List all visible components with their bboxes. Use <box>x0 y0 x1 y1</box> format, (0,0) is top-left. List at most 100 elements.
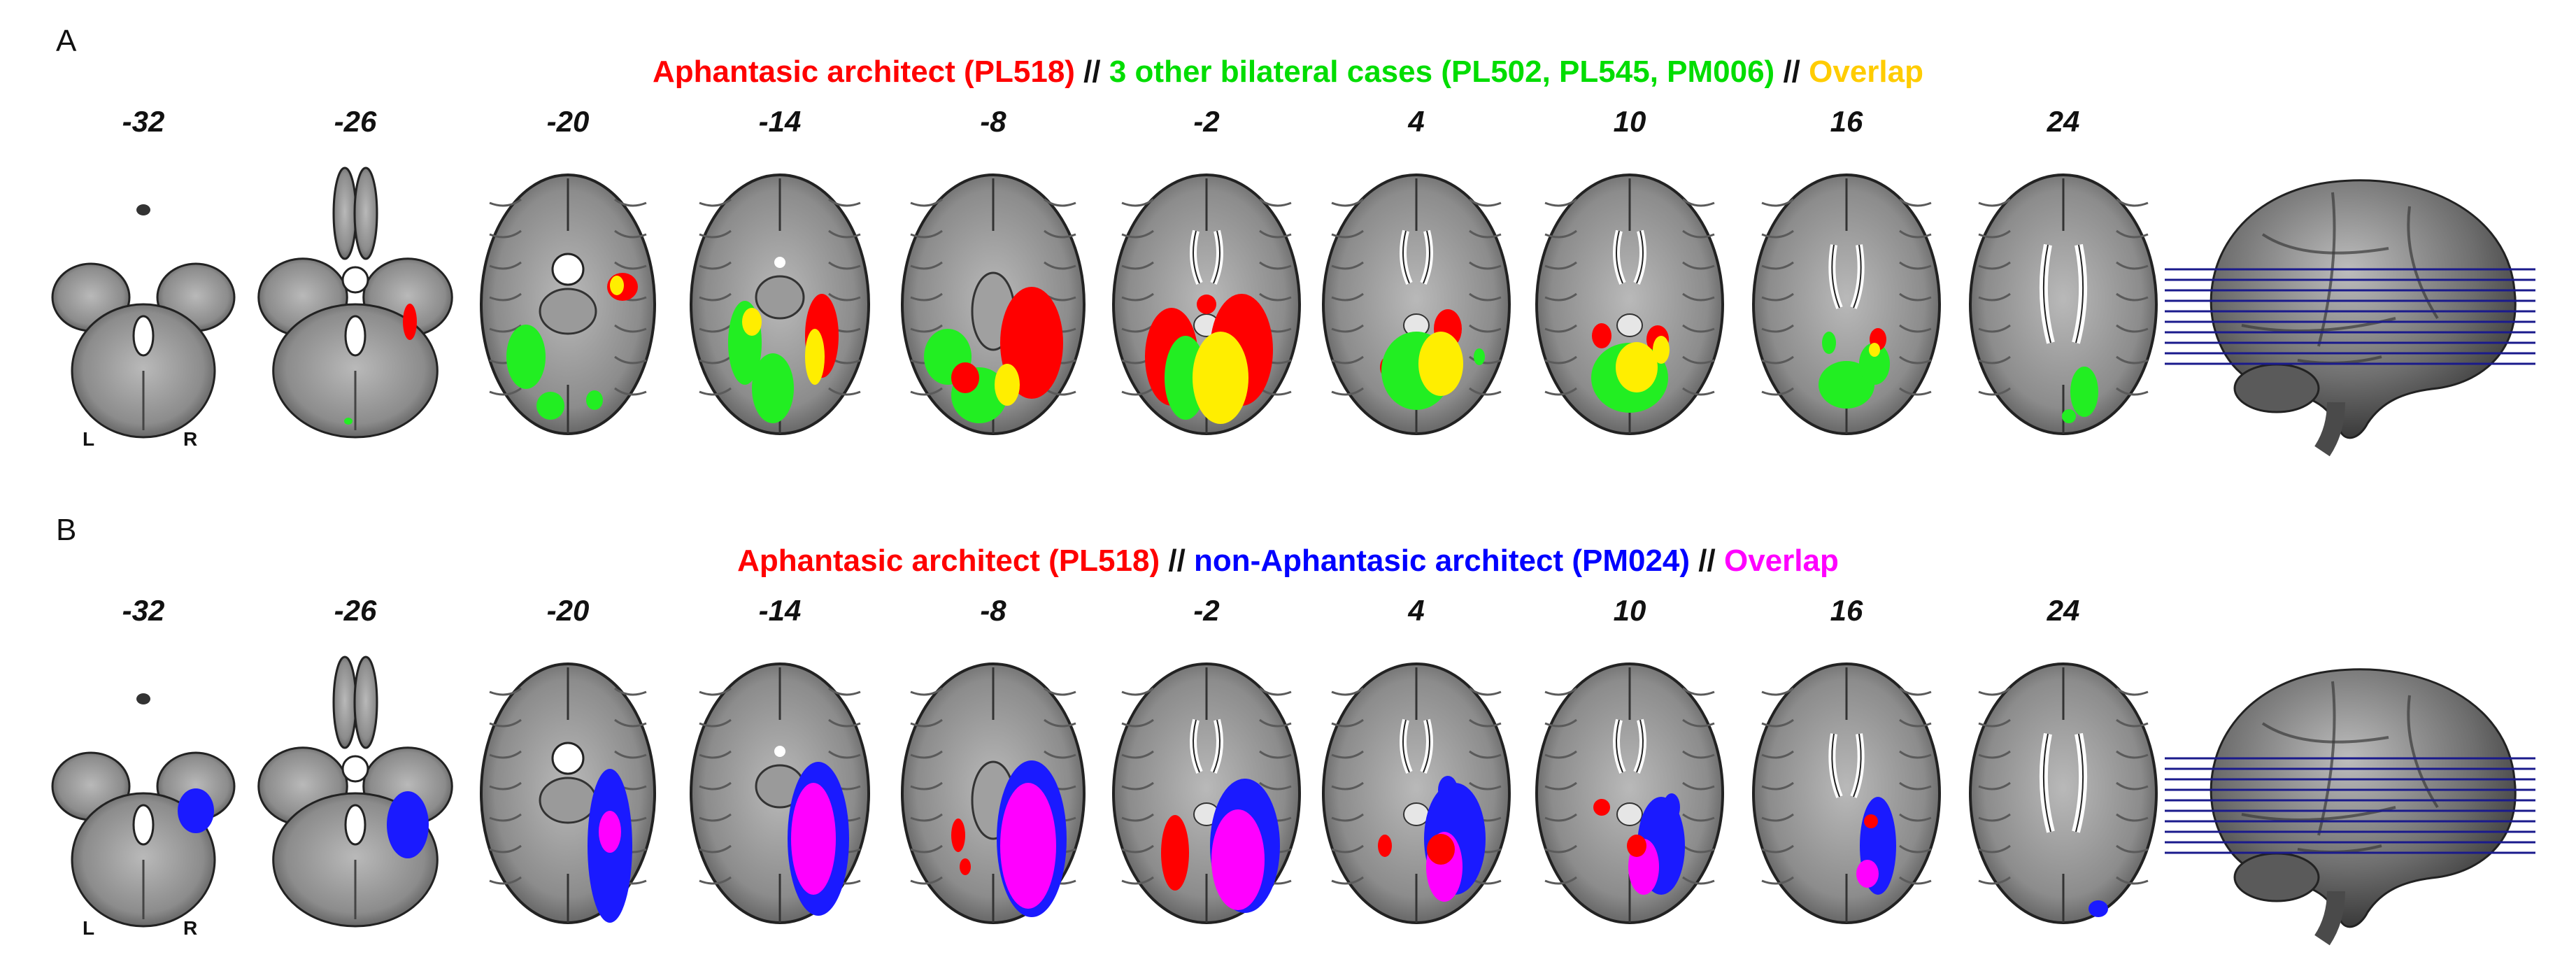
brain-tissue <box>51 693 236 928</box>
brain-tissue <box>1535 662 1724 924</box>
slice-coordinate: -20 <box>546 594 590 627</box>
axial-slice-8 <box>1752 173 1941 435</box>
axial-slice-9 <box>1969 662 2158 924</box>
slice-coordinate: 24 <box>2047 594 2080 627</box>
lesion-overlap <box>995 364 1020 406</box>
lesion-other <box>536 392 564 420</box>
brain-tissue <box>1535 173 1724 435</box>
lesion-overlap <box>805 329 825 385</box>
slice-coordinates: -32 -26 -20 -14 -8 -2 4 10 16 24 <box>0 594 2576 636</box>
lesion-case <box>403 304 417 340</box>
slice-coordinate: -26 <box>334 105 377 138</box>
lesion-other <box>752 353 794 423</box>
lesion-other <box>387 791 429 858</box>
slice-coordinate: -14 <box>758 594 802 627</box>
axial-slice-1 <box>257 166 453 439</box>
lesion-case <box>951 362 979 393</box>
axial-slice-6 <box>1322 662 1511 924</box>
lesion-overlap <box>742 308 762 336</box>
axial-slice-row <box>0 636 2576 958</box>
lesion-other <box>2088 900 2108 917</box>
slice-coordinate: -26 <box>334 594 377 627</box>
brain-tissue <box>257 166 453 439</box>
brain-3d-svg <box>2165 179 2535 457</box>
slice-coordinate: 24 <box>2047 105 2080 138</box>
axial-slice-3 <box>690 662 870 924</box>
axial-slice-4 <box>901 173 1086 435</box>
panel-title: Aphantasic architect (PL518) // 3 other … <box>0 55 2576 90</box>
slice-coordinate: 10 <box>1613 105 1646 138</box>
right-label: R <box>183 428 198 450</box>
axial-slice-6 <box>1322 173 1511 435</box>
left-label: L <box>83 917 95 939</box>
slice-coordinate: -32 <box>122 105 165 138</box>
lesion-other <box>1819 361 1874 409</box>
lesion-overlap <box>1869 343 1880 357</box>
axial-slice-8 <box>1752 662 1941 924</box>
lesion-other <box>1822 332 1836 354</box>
panel-title: Aphantasic architect (PL518) // non-Apha… <box>0 544 2576 579</box>
lesion-case <box>1864 814 1878 828</box>
lesion-other <box>1859 343 1890 385</box>
slice-coordinate: -2 <box>1193 594 1220 627</box>
axial-slice-0 <box>51 204 236 439</box>
lesion-other <box>178 788 214 833</box>
slice-coordinate: 10 <box>1613 594 1646 627</box>
slice-coordinate: 4 <box>1408 594 1425 627</box>
lesion-case <box>1197 295 1216 314</box>
lesion-other <box>1438 776 1458 804</box>
lesion-case <box>951 818 965 852</box>
axial-slice-9 <box>1969 173 2158 435</box>
brain-tissue <box>1752 662 1941 924</box>
axial-slice-row <box>0 147 2576 469</box>
slice-coordinate: -8 <box>980 105 1006 138</box>
slice-coordinate: 4 <box>1408 105 1425 138</box>
title-comparison-label: 3 other bilateral cases (PL502, PL545, P… <box>1109 55 1775 89</box>
brain-tissue <box>257 655 453 928</box>
brain-3d-svg <box>2165 668 2535 946</box>
brain-tissue <box>1752 173 1941 435</box>
title-overlap-label: Overlap <box>1809 55 1923 89</box>
slice-coordinate: -14 <box>758 105 802 138</box>
axial-slice-3 <box>690 173 870 435</box>
slice-coordinates: -32 -26 -20 -14 -8 -2 4 10 16 24 <box>0 105 2576 147</box>
axial-slice-5 <box>1112 173 1301 435</box>
slice-coordinate: 16 <box>1830 105 1863 138</box>
title-comparison-label: non-Aphantasic architect (PM024) <box>1194 544 1691 578</box>
axial-slice-7 <box>1535 173 1724 435</box>
lesion-other <box>506 325 546 389</box>
brain-3d-render <box>2158 150 2549 458</box>
lesion-case <box>1378 835 1392 857</box>
brain-tissue <box>1969 662 2158 924</box>
lesion-overlap <box>791 783 836 895</box>
lesion-other <box>2062 409 2076 423</box>
lesion-case <box>1592 323 1611 348</box>
panel-letter: B <box>56 513 77 547</box>
lesion-overlap <box>1418 332 1463 396</box>
slice-coordinate: -32 <box>122 594 165 627</box>
lesion-other <box>1474 348 1485 365</box>
lesion-overlap <box>1193 332 1248 424</box>
panel-b: B Aphantasic architect (PL518) // non-Ap… <box>0 489 2576 978</box>
lesion-overlap <box>610 276 624 295</box>
lesion-case <box>1427 834 1455 865</box>
title-case-label: Aphantasic architect (PL518) <box>652 55 1075 89</box>
axial-slice-5 <box>1112 662 1301 924</box>
brain-tissue <box>1969 173 2158 435</box>
axial-slice-7 <box>1535 662 1724 924</box>
brain-tissue <box>51 204 236 439</box>
panel-letter: A <box>56 24 77 58</box>
axial-slice-0 <box>51 693 236 928</box>
lesion-case <box>1627 835 1646 857</box>
left-label: L <box>83 428 95 450</box>
title-separator: // <box>1690 544 1724 578</box>
title-case-label: Aphantasic architect (PL518) <box>737 544 1160 578</box>
lesion-case <box>960 858 971 875</box>
title-separator: // <box>1774 55 1809 89</box>
title-overlap-label: Overlap <box>1723 544 1839 578</box>
title-separator: // <box>1074 55 1109 89</box>
title-separator: // <box>1160 544 1195 578</box>
slice-coordinate: -2 <box>1193 105 1220 138</box>
lesion-overlap <box>1856 860 1879 888</box>
lesion-other <box>1663 793 1680 821</box>
